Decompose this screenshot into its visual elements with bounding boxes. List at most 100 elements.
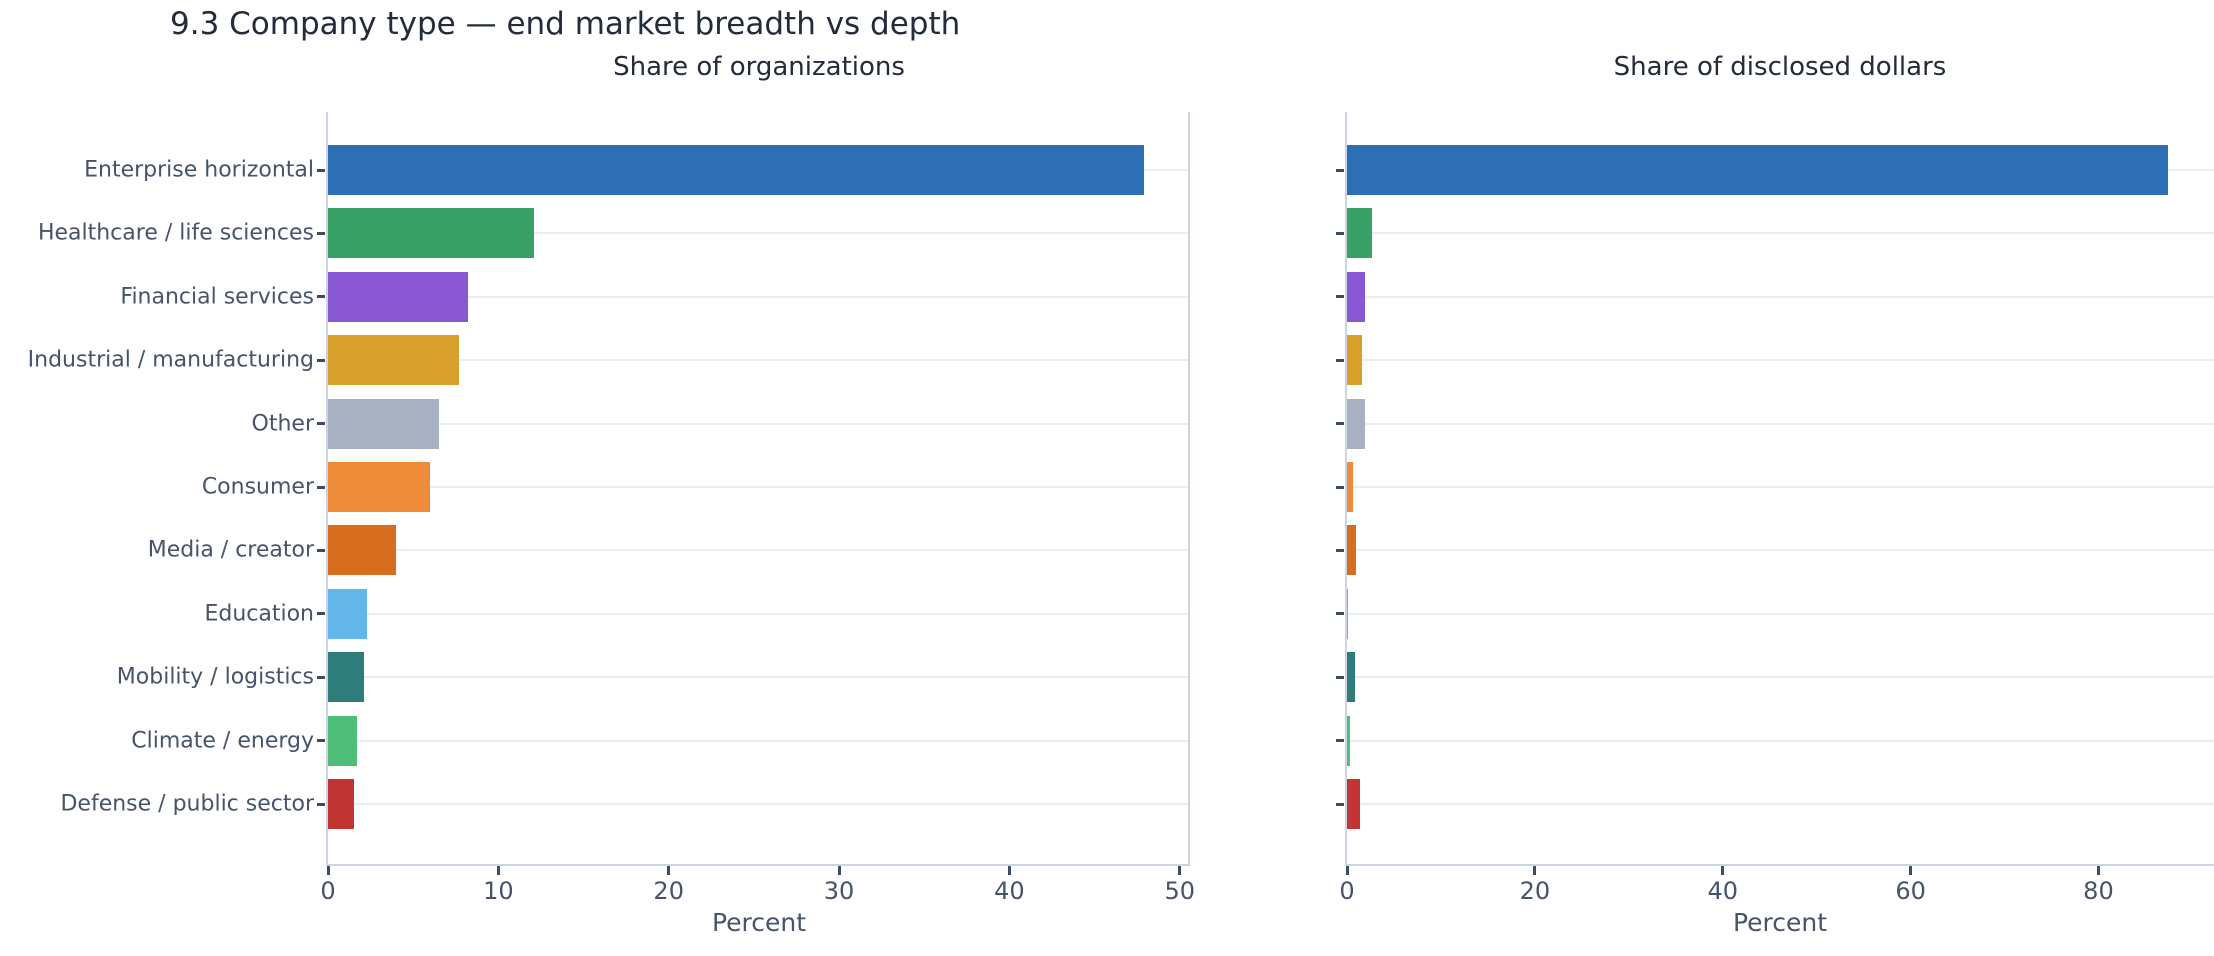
x-tick-mark xyxy=(1007,866,1011,875)
gridline xyxy=(1347,422,2214,425)
y-tick-mark xyxy=(317,358,325,362)
category-label: Mobility / logistics xyxy=(116,664,314,690)
x-axis-line xyxy=(1345,864,2214,866)
right-subplot-title: Share of disclosed dollars xyxy=(1613,52,1947,82)
bar xyxy=(328,525,397,576)
x-tick-mark xyxy=(2096,866,2100,875)
x-tick-label: 40 xyxy=(994,877,1025,905)
y-tick-mark xyxy=(1336,422,1344,426)
y-tick-mark xyxy=(1336,548,1344,552)
bar xyxy=(1347,271,1365,322)
y-tick-mark xyxy=(1336,295,1344,299)
y-tick-mark xyxy=(1336,739,1344,743)
figure-title: 9.3 Company type — end market breadth vs… xyxy=(170,6,961,42)
bar xyxy=(1347,145,2168,195)
category-label: Defense / public sector xyxy=(60,791,314,817)
bar xyxy=(1347,398,1365,449)
y-tick-mark xyxy=(1336,675,1344,679)
y-tick-mark xyxy=(1336,358,1344,362)
bar xyxy=(1347,208,1373,259)
x-tick-label: 30 xyxy=(823,877,855,905)
category-label: Financial services xyxy=(120,284,314,310)
bar xyxy=(328,145,1144,195)
x-tick-label: 0 xyxy=(320,877,336,905)
category-label: Other xyxy=(251,411,314,437)
category-label: Healthcare / life sciences xyxy=(37,220,314,246)
category-label: Enterprise horizontal xyxy=(84,157,314,183)
y-tick-mark xyxy=(317,295,325,299)
category-label: Media / creator xyxy=(147,537,314,563)
gridline xyxy=(328,676,1190,679)
x-tick-mark xyxy=(837,866,841,875)
gridline xyxy=(1347,739,2214,742)
y-axis-spine xyxy=(1345,112,1347,866)
x-tick-label: 10 xyxy=(483,877,514,905)
gridline xyxy=(328,549,1190,552)
x-tick-mark xyxy=(667,866,671,875)
gridline xyxy=(328,359,1190,362)
right-x-axis-label: Percent xyxy=(1732,908,1828,937)
gridline xyxy=(1347,359,2214,362)
x-tick-label: 20 xyxy=(1519,877,1551,905)
category-label: Climate / energy xyxy=(131,728,314,754)
bar xyxy=(328,652,364,703)
y-axis-spine xyxy=(326,112,328,866)
category-label: Education xyxy=(204,601,314,627)
bar xyxy=(1347,588,1348,639)
category-label: Industrial / manufacturing xyxy=(27,347,314,373)
right-spine xyxy=(1188,112,1190,866)
gridline xyxy=(1347,676,2214,679)
y-tick-mark xyxy=(317,231,325,235)
gridline xyxy=(1347,232,2214,235)
gridline xyxy=(328,232,1190,235)
x-tick-mark xyxy=(1721,866,1725,875)
bar xyxy=(328,588,368,639)
bar xyxy=(328,462,431,512)
gridline xyxy=(328,612,1190,615)
bar xyxy=(328,779,354,829)
y-tick-mark xyxy=(1336,485,1344,489)
y-tick-mark xyxy=(317,675,325,679)
y-tick-mark xyxy=(317,612,325,616)
x-tick-mark xyxy=(1533,866,1537,875)
gridline xyxy=(1347,486,2214,488)
x-tick-mark xyxy=(1909,866,1913,875)
bar xyxy=(1347,715,1350,766)
bar xyxy=(328,208,535,259)
gridline xyxy=(1347,549,2214,552)
y-tick-mark xyxy=(317,485,325,489)
gridline xyxy=(1347,295,2214,298)
bar xyxy=(328,271,468,322)
left-subplot-title: Share of organizations xyxy=(613,52,905,82)
gridline xyxy=(1347,612,2214,615)
x-tick-mark xyxy=(1178,866,1182,875)
x-tick-mark xyxy=(496,866,500,875)
category-label: Consumer xyxy=(201,474,314,500)
x-tick-label: 50 xyxy=(1164,877,1196,905)
bar xyxy=(328,715,357,766)
x-tick-label: 80 xyxy=(2083,877,2114,905)
y-tick-mark xyxy=(1336,231,1344,235)
gridline xyxy=(328,486,1190,488)
bar xyxy=(1347,652,1355,703)
gridline xyxy=(328,295,1190,298)
y-tick-mark xyxy=(317,422,325,426)
bar xyxy=(1347,779,1361,829)
bar xyxy=(1347,335,1362,386)
x-tick-label: 60 xyxy=(1895,877,1926,905)
y-tick-mark xyxy=(1336,168,1344,172)
x-tick-label: 20 xyxy=(653,877,684,905)
gridline xyxy=(1347,803,2214,805)
gridline xyxy=(328,803,1190,805)
x-tick-mark xyxy=(326,866,330,875)
bar xyxy=(328,398,439,449)
bar xyxy=(1347,462,1353,512)
gridline xyxy=(328,739,1190,742)
x-tick-label: 0 xyxy=(1339,877,1355,905)
y-tick-mark xyxy=(1336,612,1344,616)
bar xyxy=(328,335,460,386)
left-x-axis-label: Percent xyxy=(711,908,807,937)
y-tick-mark xyxy=(1336,802,1344,806)
x-axis-line xyxy=(326,864,1190,866)
